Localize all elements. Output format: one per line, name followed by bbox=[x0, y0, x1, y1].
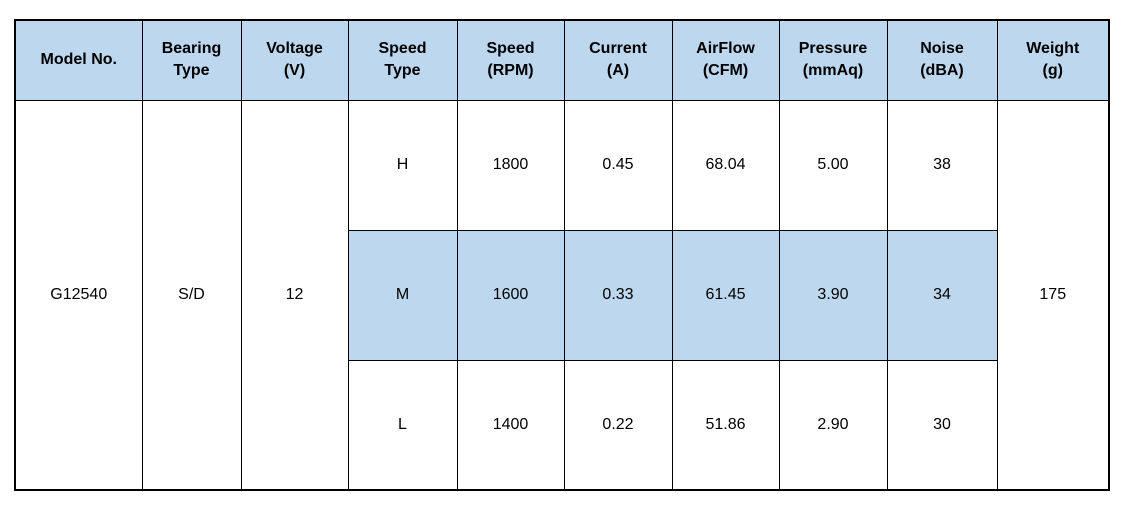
cell-bearing-type: S/D bbox=[141, 99, 242, 491]
cell-speed-type-h: H bbox=[347, 99, 458, 231]
cell-pressure-l: 2.90 bbox=[778, 359, 888, 491]
header-pressure: Pressure (mmAq) bbox=[778, 19, 888, 101]
header-airflow: AirFlow (CFM) bbox=[671, 19, 780, 101]
cell-noise-m: 34 bbox=[886, 229, 998, 361]
header-speed-rpm: Speed (RPM) bbox=[456, 19, 565, 101]
cell-noise-l: 30 bbox=[886, 359, 998, 491]
header-voltage: Voltage (V) bbox=[240, 19, 349, 101]
cell-airflow-m: 61.45 bbox=[671, 229, 780, 361]
cell-speed-type-m: M bbox=[347, 229, 458, 361]
cell-speed-rpm-l: 1400 bbox=[456, 359, 565, 491]
cell-noise-h: 38 bbox=[886, 99, 998, 231]
cell-model-no: G12540 bbox=[14, 99, 143, 491]
header-speed-type: Speed Type bbox=[347, 19, 458, 101]
cell-current-m: 0.33 bbox=[563, 229, 673, 361]
cell-weight: 175 bbox=[996, 99, 1110, 491]
cell-pressure-m: 3.90 bbox=[778, 229, 888, 361]
cell-airflow-h: 68.04 bbox=[671, 99, 780, 231]
header-bearing-type: Bearing Type bbox=[141, 19, 242, 101]
cell-pressure-h: 5.00 bbox=[778, 99, 888, 231]
table-header-row: Model No. Bearing Type Voltage (V) Speed… bbox=[14, 19, 1110, 101]
cell-voltage: 12 bbox=[240, 99, 349, 491]
cell-speed-type-l: L bbox=[347, 359, 458, 491]
header-current: Current (A) bbox=[563, 19, 673, 101]
header-noise: Noise (dBA) bbox=[886, 19, 998, 101]
cell-current-l: 0.22 bbox=[563, 359, 673, 491]
cell-current-h: 0.45 bbox=[563, 99, 673, 231]
header-model-no: Model No. bbox=[14, 19, 143, 101]
speed-row-h: G12540 S/D 12 H 1800 0.45 68.04 5.00 38 … bbox=[14, 99, 1110, 491]
cell-speed-rpm-h: 1800 bbox=[456, 99, 565, 231]
speed-row-l: L 1400 0.22 51.86 2.90 30 bbox=[15, 359, 1109, 491]
header-weight: Weight (g) bbox=[996, 19, 1110, 101]
cell-airflow-l: 51.86 bbox=[671, 359, 780, 491]
speed-row-m: M 1600 0.33 61.45 3.90 34 bbox=[15, 229, 1109, 361]
cell-speed-rpm-m: 1600 bbox=[456, 229, 565, 361]
fan-spec-table: Model No. Bearing Type Voltage (V) Speed… bbox=[14, 19, 1110, 491]
